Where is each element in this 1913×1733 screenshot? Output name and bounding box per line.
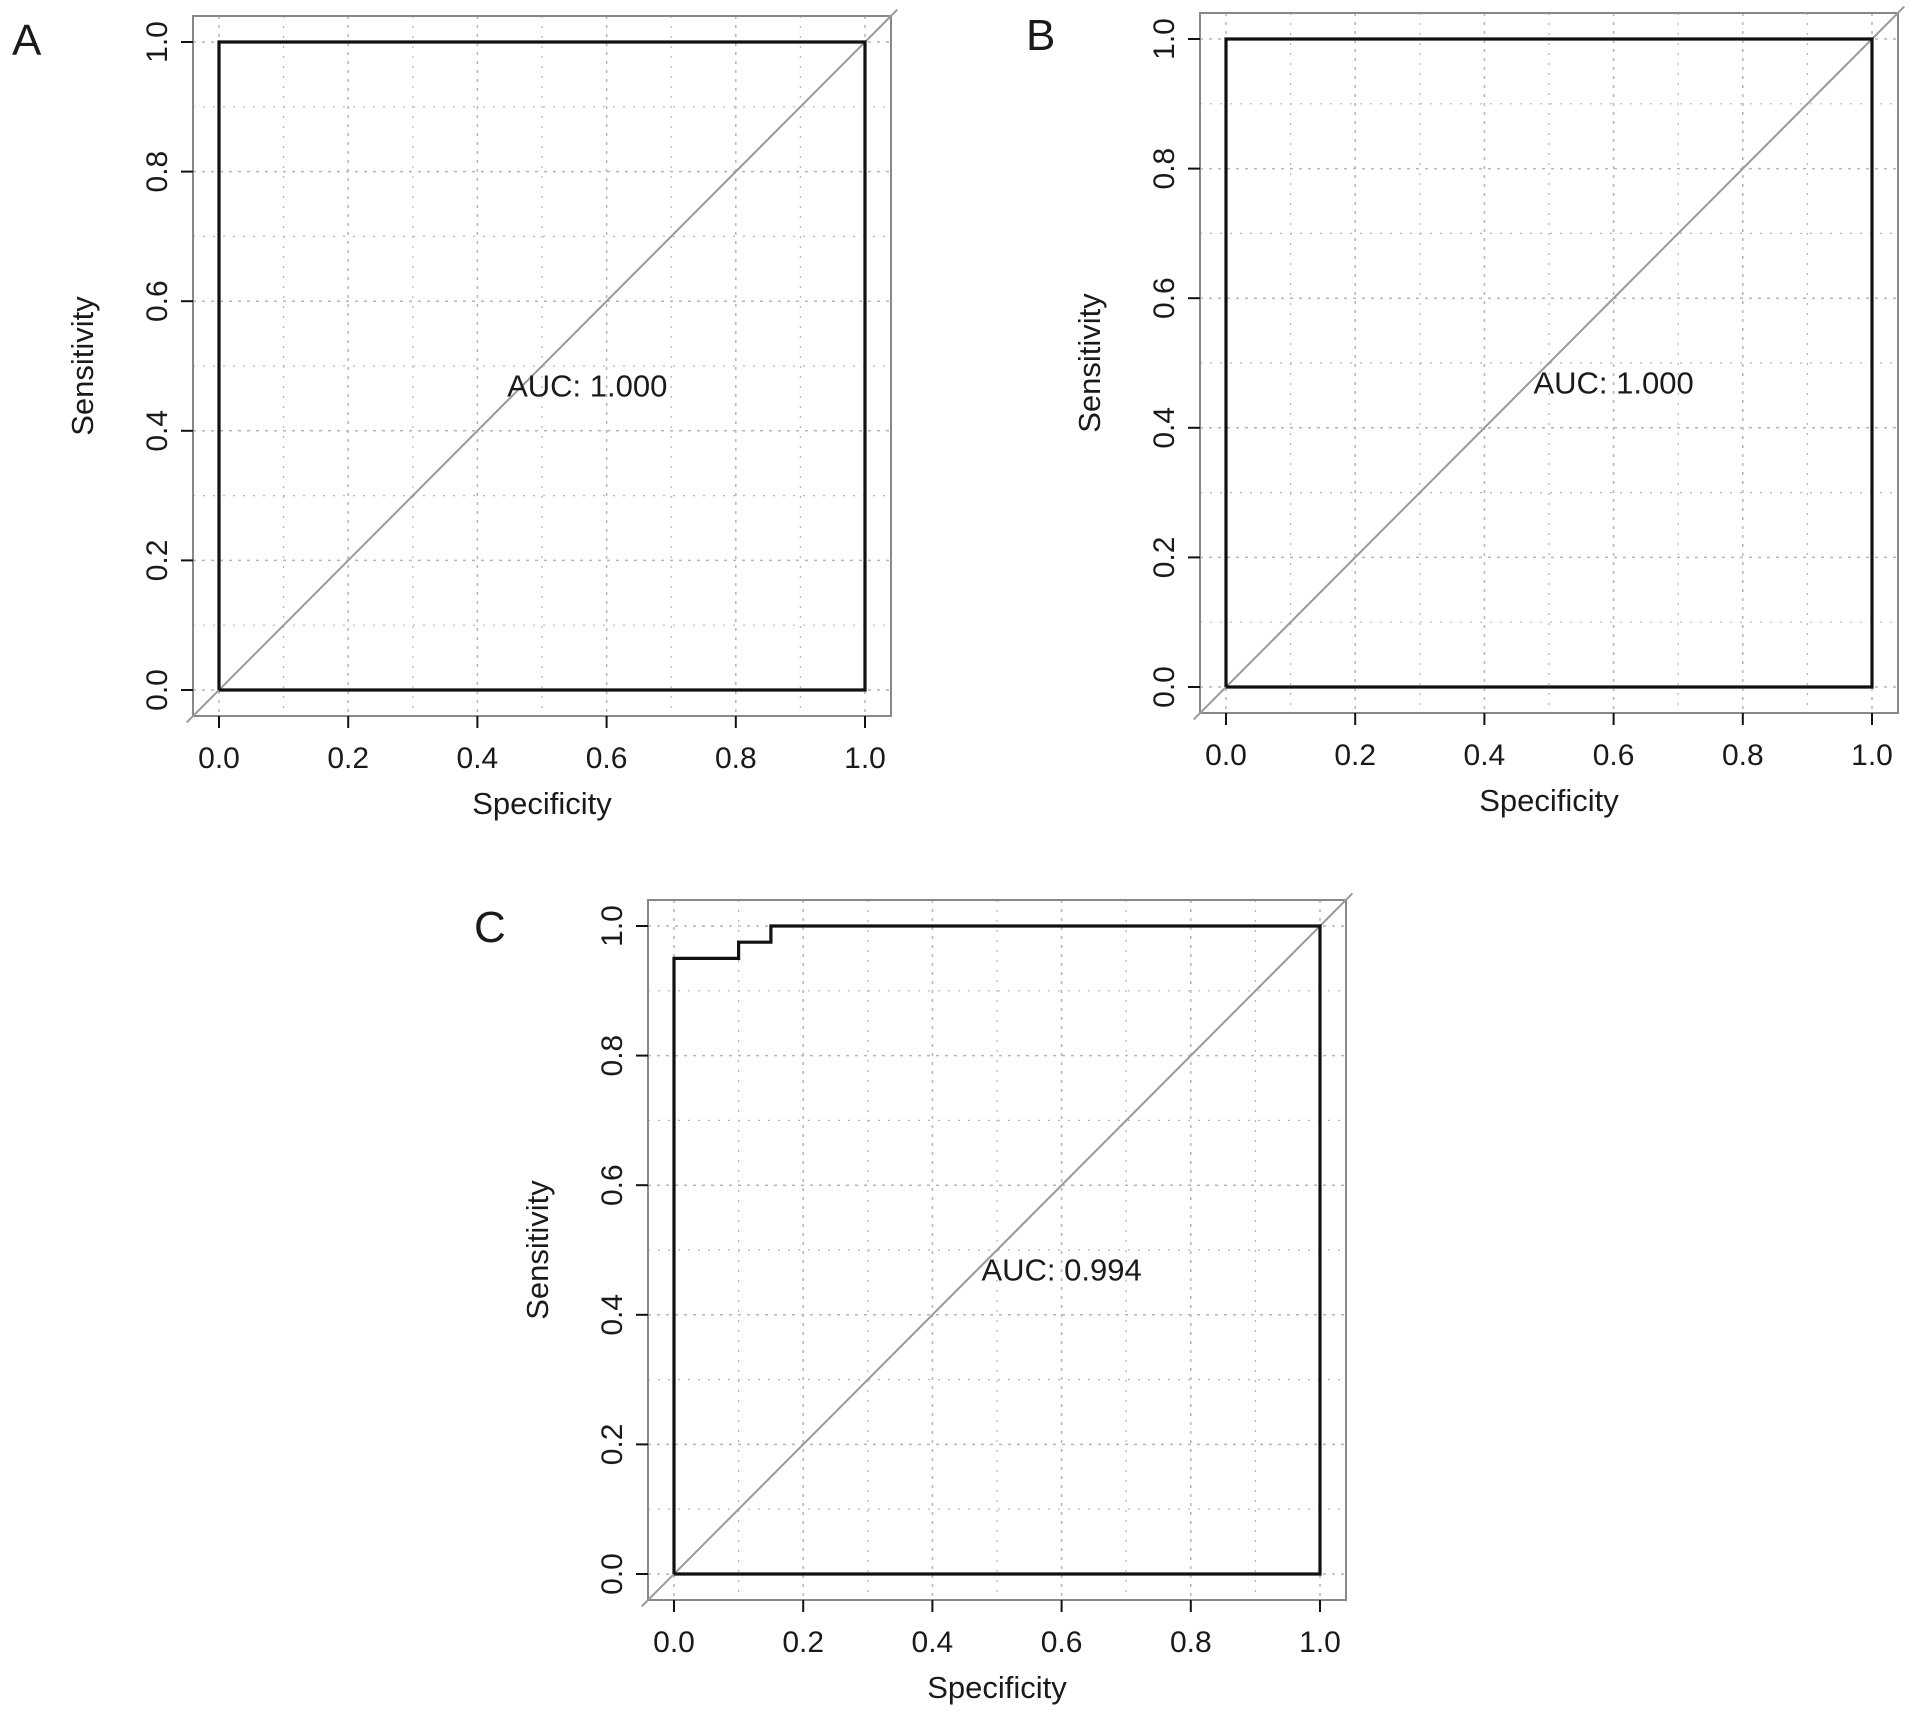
y-tick-label: 0.2 (141, 540, 174, 582)
reference-diagonal (185, 8, 899, 724)
plot-frame (1199, 12, 1899, 714)
panel-letter-b: B (1026, 11, 1055, 60)
y-tick-label: 0.4 (596, 1294, 629, 1336)
y-tick-label: 0.8 (596, 1035, 629, 1077)
y-axis-label: Sensitivity (1072, 293, 1107, 433)
x-tick-label: 1.0 (1299, 1626, 1341, 1659)
x-axis-label: Specificity (927, 1670, 1067, 1705)
x-tick-label: 0.0 (198, 742, 240, 775)
x-tick-label: 0.8 (1170, 1626, 1212, 1659)
x-tick-label: 0.4 (457, 742, 499, 775)
y-tick-label: 0.8 (1148, 148, 1181, 190)
x-tick-label: 1.0 (1851, 739, 1893, 772)
y-tick-label: 0.0 (141, 669, 174, 711)
y-tick-label: 0.6 (1148, 277, 1181, 319)
y-tick-label: 1.0 (1148, 18, 1181, 60)
x-tick-label: 0.8 (715, 742, 757, 775)
panel-b: 0.0 0.2 0.4 0.6 0.8 1.0 0.0 0.2 0.4 0.6 0.8 1.0 Spec… (1026, 5, 1906, 818)
x-tick-label: 0.2 (327, 742, 369, 775)
y-tick-label: 0.4 (141, 410, 174, 452)
plot-frame (647, 899, 1347, 1601)
y-tick-label: 0.6 (596, 1164, 629, 1206)
x-axis-label: Specificity (1479, 783, 1619, 818)
auc-annotation: AUC: 1.000 (507, 368, 667, 403)
y-tick-label: 1.0 (596, 905, 629, 947)
y-tick-label: 0.6 (141, 280, 174, 322)
y-tick-label: 0.2 (596, 1424, 629, 1466)
y-tick-label: 0.4 (1148, 407, 1181, 449)
x-tick-label: 0.8 (1722, 739, 1764, 772)
y-tick-label: 1.0 (141, 21, 174, 63)
y-tick-label: 0.2 (1148, 537, 1181, 579)
y-tick-label: 0.0 (596, 1553, 629, 1595)
x-tick-label: 0.6 (1593, 739, 1635, 772)
x-tick-label: 0.0 (1205, 739, 1247, 772)
roc-curve (217, 40, 867, 692)
roc-curve (1224, 37, 1874, 689)
panel-c: 0.0 0.2 0.4 0.6 0.8 1.0 0.0 0.2 0.4 0.6 0.8 1.0 Spec… (474, 892, 1354, 1705)
y-axis-label: Sensitivity (65, 296, 100, 436)
x-tick-label: 1.0 (844, 742, 886, 775)
roc-curve (672, 924, 1322, 1576)
x-tick-label: 0.6 (586, 742, 628, 775)
y-axis-label: Sensitivity (520, 1180, 555, 1320)
y-tick-label: 0.0 (1148, 666, 1181, 708)
x-tick-label: 0.0 (653, 1626, 695, 1659)
x-tick-label: 0.2 (782, 1626, 824, 1659)
x-tick-label: 0.6 (1041, 1626, 1083, 1659)
panel-a: 0.0 0.2 0.4 0.6 0.8 1.0 0.0 0.2 0.4 0.6 0.8 1.0 Spec… (12, 8, 899, 821)
x-tick-label: 0.4 (912, 1626, 954, 1659)
x-tick-label: 0.4 (1464, 739, 1506, 772)
panel-letter-a: A (12, 16, 42, 65)
auc-annotation: AUC: 0.994 (981, 1252, 1141, 1287)
reference-diagonal (1192, 5, 1906, 721)
panel-letter-c: C (474, 903, 506, 952)
plot-frame (192, 15, 892, 717)
y-tick-label: 0.8 (141, 151, 174, 193)
x-tick-label: 0.2 (1334, 739, 1376, 772)
x-axis-label: Specificity (472, 786, 612, 821)
auc-annotation: AUC: 1.000 (1533, 365, 1693, 400)
reference-diagonal (640, 892, 1354, 1608)
